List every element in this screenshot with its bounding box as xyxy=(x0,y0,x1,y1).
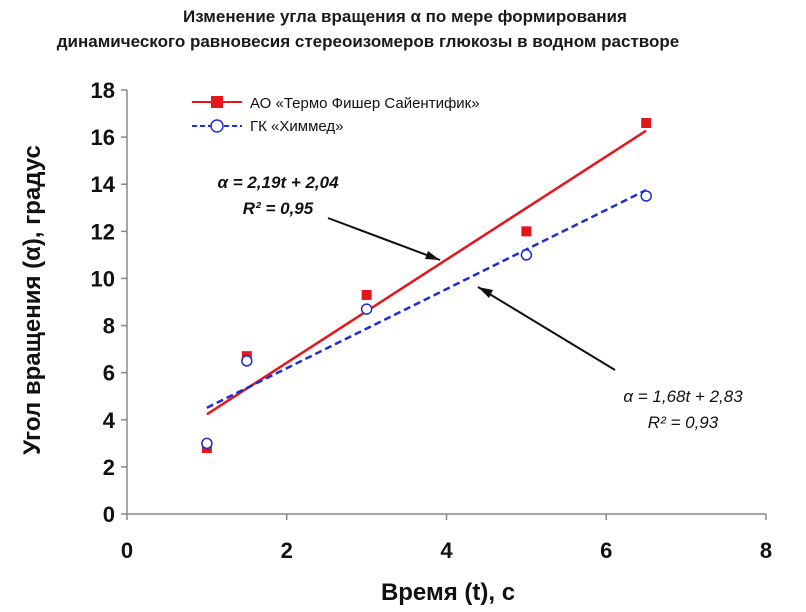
y-tick-label: 10 xyxy=(91,266,115,291)
annotation-arrowhead-series-1 xyxy=(425,251,440,260)
annotation-arrow-series-1 xyxy=(328,218,440,260)
y-tick-label: 0 xyxy=(103,502,115,527)
y-tick-label: 14 xyxy=(91,172,116,197)
x-tick-label: 0 xyxy=(121,538,133,563)
plot-area: 0 2 4 6 8 10 12 14 16 18 0 2 4 6 8 xyxy=(91,78,773,563)
x-tick-label: 4 xyxy=(440,538,453,563)
x-tick-label: 8 xyxy=(760,538,772,563)
y-tick-label: 12 xyxy=(91,219,115,244)
chart-title-line-2: динамического равновесия стереоизомеров … xyxy=(57,32,679,51)
chart-title-line-1: Изменение угла вращения α по мере формир… xyxy=(183,7,627,26)
y-tick-label: 4 xyxy=(103,408,116,433)
x-axis-label: Время (t), с xyxy=(381,579,515,606)
data-point-circle xyxy=(242,356,252,366)
y-tick-label: 8 xyxy=(103,314,115,339)
data-point-square xyxy=(362,290,372,300)
y-tick-label: 18 xyxy=(91,78,115,103)
x-tick-label: 2 xyxy=(281,538,293,563)
y-tick-label: 6 xyxy=(103,361,115,386)
r2-series-2: R² = 0,93 xyxy=(648,413,719,432)
y-axis-label: Угол вращения (α), градус xyxy=(19,145,46,455)
annotation-arrowhead-series-2 xyxy=(478,287,493,298)
legend-marker-circle xyxy=(211,120,223,132)
y-tick-label: 16 xyxy=(91,125,115,150)
data-point-square xyxy=(521,226,531,236)
data-point-circle xyxy=(521,250,531,260)
x-tick-label: 6 xyxy=(600,538,612,563)
data-point-circle xyxy=(202,438,212,448)
y-tick-label: 2 xyxy=(103,455,115,480)
annotation-arrow-series-2 xyxy=(478,287,615,370)
data-point-circle xyxy=(641,191,651,201)
data-point-square xyxy=(641,118,651,128)
legend: АО «Термо Фишер Сайентифик» ГК «Химмед» xyxy=(192,95,480,135)
trendline-series-2 xyxy=(207,190,646,408)
legend-label-series-2: ГК «Химмед» xyxy=(250,118,344,135)
legend-label-series-1: АО «Термо Фишер Сайентифик» xyxy=(250,95,480,112)
equation-series-2: α = 1,68t + 2,83 xyxy=(623,387,743,406)
equation-annotations: α = 2,19t + 2,04 R² = 0,95 α = 1,68t + 2… xyxy=(217,173,743,432)
legend-marker-square xyxy=(211,96,223,108)
data-point-circle xyxy=(362,304,372,314)
equation-series-1: α = 2,19t + 2,04 xyxy=(217,173,339,192)
r2-series-1: R² = 0,95 xyxy=(243,199,314,218)
